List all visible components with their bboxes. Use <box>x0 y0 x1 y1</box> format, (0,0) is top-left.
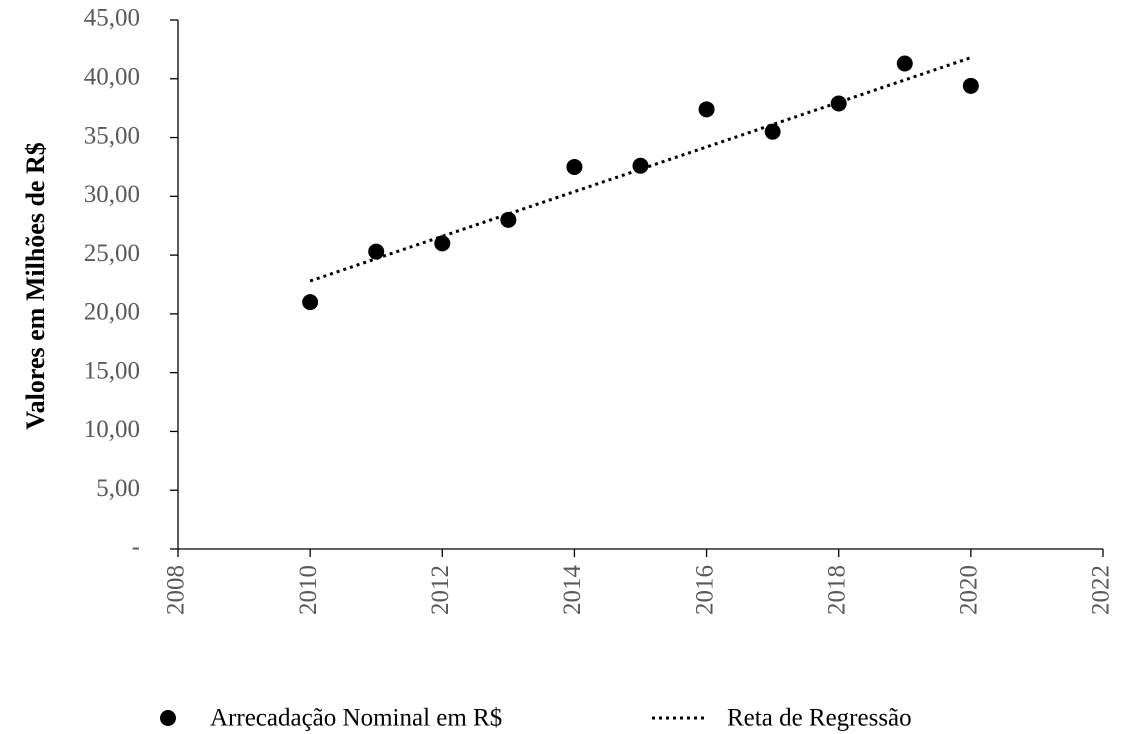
legend-marker <box>160 710 176 726</box>
data-point <box>896 55 913 72</box>
x-tick-label: 2022 <box>1088 565 1115 615</box>
legend-label: Reta de Regressão <box>727 705 912 732</box>
x-tick-label: 2018 <box>823 565 850 615</box>
data-point <box>302 294 319 311</box>
data-point <box>764 123 781 140</box>
data-point <box>962 77 979 94</box>
y-tick-label: 35,00 <box>84 122 140 149</box>
y-tick-label: 25,00 <box>84 240 140 267</box>
x-tick-label: 2020 <box>956 565 983 615</box>
legend-label: Arrecadação Nominal em R$ <box>210 705 502 732</box>
regression-line <box>309 56 972 283</box>
y-tick-label: 40,00 <box>84 64 140 91</box>
y-tick-label: 10,00 <box>84 416 140 443</box>
y-tick-label: 30,00 <box>84 181 140 208</box>
y-tick-label: 5,00 <box>96 475 140 502</box>
y-tick-label: 15,00 <box>84 357 140 384</box>
x-tick-label: 2016 <box>691 565 718 615</box>
x-tick-label: 2008 <box>163 565 190 615</box>
data-point <box>434 235 451 252</box>
y-axis-label: Valores em Milhões de R$ <box>21 142 50 429</box>
data-point <box>368 243 385 260</box>
y-tick-label: - <box>132 534 140 561</box>
x-tick-label: 2014 <box>559 565 586 616</box>
data-point <box>830 95 847 112</box>
y-tick-label: 20,00 <box>84 299 140 326</box>
data-point <box>632 157 649 174</box>
data-point <box>566 158 583 175</box>
x-tick-label: 2010 <box>295 565 322 615</box>
data-point <box>698 101 715 118</box>
y-tick-label: 45,00 <box>84 5 140 32</box>
data-point <box>500 211 517 228</box>
x-tick-label: 2012 <box>427 565 454 615</box>
